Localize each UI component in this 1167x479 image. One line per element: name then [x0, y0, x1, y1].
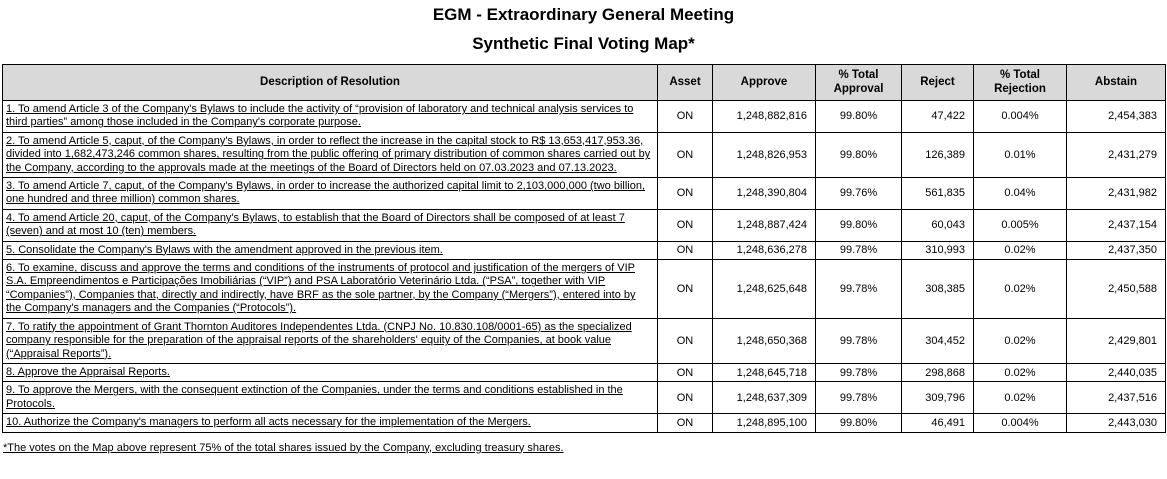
resolution-description-cell: 2. To amend Article 5, caput, of the Com…: [2, 131, 658, 179]
resolution-description-cell: 9. To approve the Mergers, with the cons…: [2, 381, 658, 415]
table-header-row: Description of Resolution Asset Approve …: [2, 64, 1166, 101]
page: EGM - Extraordinary General Meeting Synt…: [0, 0, 1167, 454]
table-body: 1. To amend Article 3 of the Company's B…: [2, 100, 1166, 433]
abstain-cell: 2,437,154: [1066, 208, 1166, 242]
reject-cell: 60,043: [901, 208, 974, 242]
table-row: 3. To amend Article 7, caput, of the Com…: [2, 177, 1166, 210]
resolution-description-cell: 5. Consolidate the Company's Bylaws with…: [2, 240, 658, 261]
approve-cell: 1,248,625,648: [712, 259, 816, 319]
abstain-cell: 2,431,279: [1066, 131, 1166, 179]
reject-cell: 561,835: [901, 177, 974, 210]
footnote: *The votes on the Map above represent 75…: [3, 441, 564, 454]
header-description: Description of Resolution: [2, 64, 658, 101]
rejection-pct-cell: 0.02%: [973, 381, 1067, 415]
approve-cell: 1,248,637,309: [712, 381, 816, 415]
asset-cell: ON: [657, 413, 713, 433]
reject-cell: 126,389: [901, 131, 974, 179]
header-reject: Reject: [901, 64, 974, 101]
table-row: 6. To examine, discuss and approve the t…: [2, 259, 1166, 319]
header-rejection-pct: % Total Rejection: [973, 64, 1067, 101]
table-row: 4. To amend Article 20, caput, of the Co…: [2, 208, 1166, 242]
asset-cell: ON: [657, 381, 713, 415]
approval-pct-cell: 99.78%: [815, 317, 902, 364]
page-header: EGM - Extraordinary General Meeting Synt…: [0, 0, 1167, 52]
header-approve: Approve: [712, 64, 816, 101]
reject-cell: 47,422: [901, 100, 974, 133]
asset-cell: ON: [657, 100, 713, 133]
rejection-pct-cell: 0.02%: [973, 259, 1067, 319]
approval-pct-cell: 99.80%: [815, 413, 902, 433]
rejection-pct-cell: 0.01%: [973, 131, 1067, 179]
resolution-description-cell: 4. To amend Article 20, caput, of the Co…: [2, 208, 658, 242]
asset-cell: ON: [657, 177, 713, 210]
rejection-pct-cell: 0.004%: [973, 413, 1067, 433]
approval-pct-cell: 99.78%: [815, 381, 902, 415]
approval-pct-cell: 99.78%: [815, 240, 902, 261]
approval-pct-cell: 99.78%: [815, 259, 902, 319]
reject-cell: 310,993: [901, 240, 974, 261]
approval-pct-cell: 99.76%: [815, 177, 902, 210]
reject-cell: 304,452: [901, 317, 974, 364]
abstain-cell: 2,450,588: [1066, 259, 1166, 319]
approve-cell: 1,248,636,278: [712, 240, 816, 261]
rejection-pct-cell: 0.02%: [973, 240, 1067, 261]
resolution-description-cell: 7. To ratify the appointment of Grant Th…: [2, 317, 658, 364]
asset-cell: ON: [657, 317, 713, 364]
approval-pct-cell: 99.78%: [815, 362, 902, 383]
header-asset: Asset: [657, 64, 713, 101]
header-approval-pct: % Total Approval: [815, 64, 902, 101]
asset-cell: ON: [657, 131, 713, 179]
asset-cell: ON: [657, 362, 713, 383]
table-row: 7. To ratify the appointment of Grant Th…: [2, 317, 1166, 364]
asset-cell: ON: [657, 259, 713, 319]
rejection-pct-cell: 0.005%: [973, 208, 1067, 242]
resolution-description-cell: 3. To amend Article 7, caput, of the Com…: [2, 177, 658, 210]
approve-cell: 1,248,650,368: [712, 317, 816, 364]
approve-cell: 1,248,826,953: [712, 131, 816, 179]
abstain-cell: 2,429,801: [1066, 317, 1166, 364]
table-row: 9. To approve the Mergers, with the cons…: [2, 381, 1166, 415]
abstain-cell: 2,437,516: [1066, 381, 1166, 415]
reject-cell: 46,491: [901, 413, 974, 433]
abstain-cell: 2,437,350: [1066, 240, 1166, 261]
page-subtitle: Synthetic Final Voting Map*: [472, 34, 695, 53]
approval-pct-cell: 99.80%: [815, 100, 902, 133]
resolution-description-cell: 1. To amend Article 3 of the Company's B…: [2, 100, 658, 133]
table-row: 8. Approve the Appraisal Reports. ON 1,2…: [2, 362, 1166, 383]
rejection-pct-cell: 0.02%: [973, 317, 1067, 364]
abstain-cell: 2,440,035: [1066, 362, 1166, 383]
reject-cell: 298,868: [901, 362, 974, 383]
resolution-description-cell: 10. Authorize the Company's managers to …: [2, 413, 658, 433]
table-row: 5. Consolidate the Company's Bylaws with…: [2, 240, 1166, 261]
reject-cell: 308,385: [901, 259, 974, 319]
reject-cell: 309,796: [901, 381, 974, 415]
table-row: 2. To amend Article 5, caput, of the Com…: [2, 131, 1166, 179]
approve-cell: 1,248,887,424: [712, 208, 816, 242]
approve-cell: 1,248,895,100: [712, 413, 816, 433]
asset-cell: ON: [657, 208, 713, 242]
table-row: 10. Authorize the Company's managers to …: [2, 413, 1166, 433]
rejection-pct-cell: 0.004%: [973, 100, 1067, 133]
rejection-pct-cell: 0.04%: [973, 177, 1067, 210]
abstain-cell: 2,454,383: [1066, 100, 1166, 133]
approval-pct-cell: 99.80%: [815, 131, 902, 179]
approval-pct-cell: 99.80%: [815, 208, 902, 242]
approve-cell: 1,248,645,718: [712, 362, 816, 383]
header-abstain: Abstain: [1066, 64, 1166, 101]
approve-cell: 1,248,390,804: [712, 177, 816, 210]
abstain-cell: 2,431,982: [1066, 177, 1166, 210]
voting-map-table: Description of Resolution Asset Approve …: [2, 64, 1166, 433]
table-row: 1. To amend Article 3 of the Company's B…: [2, 100, 1166, 133]
abstain-cell: 2,443,030: [1066, 413, 1166, 433]
asset-cell: ON: [657, 240, 713, 261]
page-title: EGM - Extraordinary General Meeting: [432, 5, 735, 24]
rejection-pct-cell: 0.02%: [973, 362, 1067, 383]
approve-cell: 1,248,882,816: [712, 100, 816, 133]
resolution-description-cell: 6. To examine, discuss and approve the t…: [2, 259, 658, 319]
resolution-description-cell: 8. Approve the Appraisal Reports.: [2, 362, 658, 383]
